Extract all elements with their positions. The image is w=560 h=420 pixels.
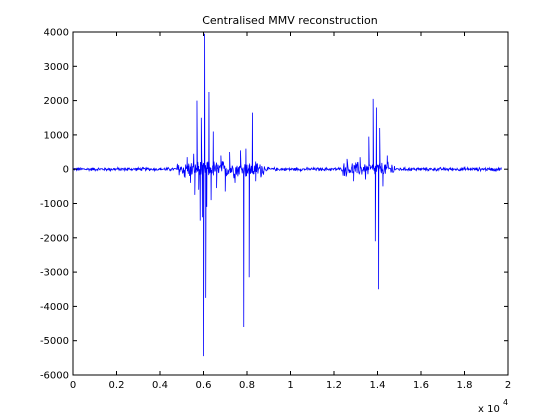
x-tick-label: 1.8 [457,380,473,391]
x-axis-multiplier-exponent: 4 [503,398,508,407]
y-axis-ticks: -6000 -5000 -4000 -3000 -2000 -1000 0 1000 2000 3… [40,28,508,382]
signal-line [72,33,502,357]
x-tick-label: 1 [287,380,293,391]
y-tick-label: 0 [63,165,69,176]
y-tick-label: -1000 [40,199,69,210]
y-tick-label: 3000 [44,62,69,73]
y-tick-label: -5000 [40,336,69,347]
x-tick-label: 1.6 [413,380,429,391]
x-tick-label: 2 [505,380,511,391]
signal-layer [72,33,502,357]
x-axis-ticks: 0 0.2 0.4 0.6 0.8 1 1.2 1.4 1.6 1.8 2 [70,32,511,391]
x-tick-label: 0.2 [109,380,125,391]
y-tick-label: 2000 [44,96,69,107]
y-tick-label: 1000 [44,130,69,141]
x-tick-label: 0.6 [196,380,212,391]
x-tick-label: 1.4 [370,380,386,391]
y-tick-label: -6000 [40,371,69,382]
y-tick-label: -2000 [40,233,69,244]
axes-frame [72,31,509,376]
x-tick-label: 0.4 [152,380,168,391]
x-tick-label: 1.2 [326,380,342,391]
y-tick-label: -4000 [40,302,69,313]
x-axis-multiplier: x 10 [478,404,500,415]
chart-title: Centralised MMV reconstruction [202,14,378,27]
y-tick-label: -3000 [40,268,69,279]
x-tick-label: 0 [70,380,76,391]
x-tick-label: 0.8 [239,380,255,391]
y-tick-label: 4000 [44,28,69,39]
